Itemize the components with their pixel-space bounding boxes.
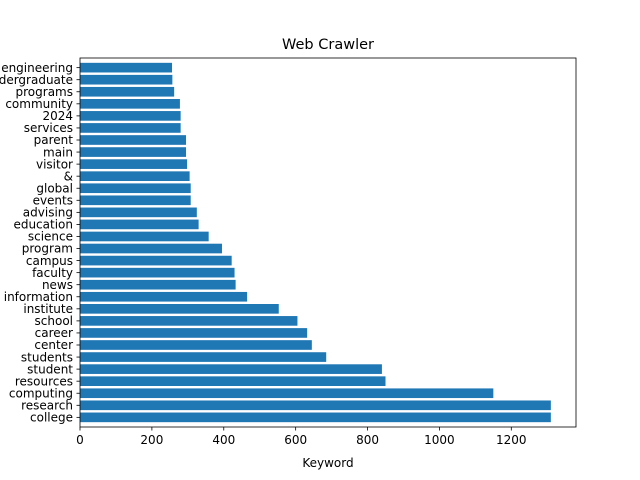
x-tick-label-5: 1000 — [424, 433, 455, 447]
chart-title: Web Crawler — [282, 37, 374, 53]
y-tick-label-0: college — [30, 411, 73, 425]
y-ticks-group: collegeresearchcomputingresourcesstudent… — [0, 61, 80, 425]
y-tick-label-6: center — [34, 338, 73, 352]
bar-20 — [80, 171, 190, 181]
y-tick-label-1: research — [21, 398, 73, 412]
bar-9 — [80, 304, 279, 314]
y-tick-label-19: global — [36, 181, 73, 195]
bar-24 — [80, 123, 181, 133]
y-tick-label-3: resources — [15, 374, 73, 388]
y-tick-label-28: undergraduate — [0, 73, 73, 87]
bar-29 — [80, 62, 173, 73]
bar-1 — [80, 400, 551, 411]
y-tick-label-17: advising — [23, 206, 73, 220]
y-tick-label-2: computing — [9, 386, 73, 400]
bar-14 — [80, 243, 222, 254]
y-tick-label-5: students — [21, 350, 73, 364]
bar-10 — [80, 291, 248, 302]
y-tick-label-14: program — [22, 242, 73, 256]
y-tick-label-8: school — [35, 314, 73, 328]
bar-26 — [80, 99, 180, 109]
bar-0 — [80, 412, 551, 423]
bar-13 — [80, 255, 232, 266]
y-tick-label-12: faculty — [32, 266, 73, 280]
y-tick-label-23: parent — [34, 133, 74, 147]
y-tick-label-20: & — [64, 169, 73, 183]
bar-7 — [80, 328, 308, 338]
bar-27 — [80, 86, 175, 97]
y-tick-label-25: 2024 — [42, 109, 73, 123]
y-tick-label-10: information — [4, 290, 73, 304]
y-tick-label-15: science — [28, 230, 73, 244]
x-tick-label-6: 1200 — [496, 433, 527, 447]
bar-22 — [80, 147, 187, 157]
bar-19 — [80, 183, 191, 194]
y-tick-label-29: engineering — [1, 61, 73, 75]
bar-4 — [80, 364, 382, 374]
bar-18 — [80, 195, 191, 206]
x-axis-label: Keyword — [302, 456, 353, 470]
x-tick-label-2: 400 — [212, 433, 235, 447]
x-tick-label-4: 800 — [356, 433, 379, 447]
y-tick-label-4: student — [27, 362, 73, 376]
y-tick-label-26: community — [5, 97, 73, 111]
bar-5 — [80, 352, 327, 362]
bar-23 — [80, 135, 187, 145]
x-ticks-group: 0 200 400 600 800 1000 1200 — [76, 427, 527, 447]
bar-25 — [80, 111, 181, 121]
bar-2 — [80, 388, 494, 399]
y-tick-label-24: services — [24, 121, 73, 135]
y-tick-label-9: institute — [23, 302, 73, 316]
bar-11 — [80, 279, 236, 290]
plot-frame — [79, 57, 577, 428]
bars-group — [80, 62, 551, 423]
y-tick-label-16: education — [13, 218, 73, 232]
bar-28 — [80, 74, 173, 85]
y-tick-label-11: news — [42, 278, 73, 292]
bar-3 — [80, 376, 386, 386]
x-tick-label-1: 200 — [140, 433, 163, 447]
x-tick-label-3: 600 — [284, 433, 307, 447]
bar-6 — [80, 340, 312, 350]
y-tick-label-7: career — [35, 326, 73, 340]
y-tick-label-13: campus — [26, 254, 73, 268]
y-tick-label-18: events — [33, 193, 73, 207]
y-tick-label-21: visitor — [36, 157, 73, 171]
bar-15 — [80, 231, 209, 242]
bar-8 — [80, 316, 298, 326]
bar-17 — [80, 207, 197, 218]
y-tick-label-22: main — [43, 145, 73, 159]
bar-16 — [80, 219, 199, 230]
x-tick-label-0: 0 — [76, 433, 84, 447]
bar-21 — [80, 159, 188, 169]
y-tick-label-27: programs — [16, 85, 73, 99]
bar-12 — [80, 267, 235, 278]
